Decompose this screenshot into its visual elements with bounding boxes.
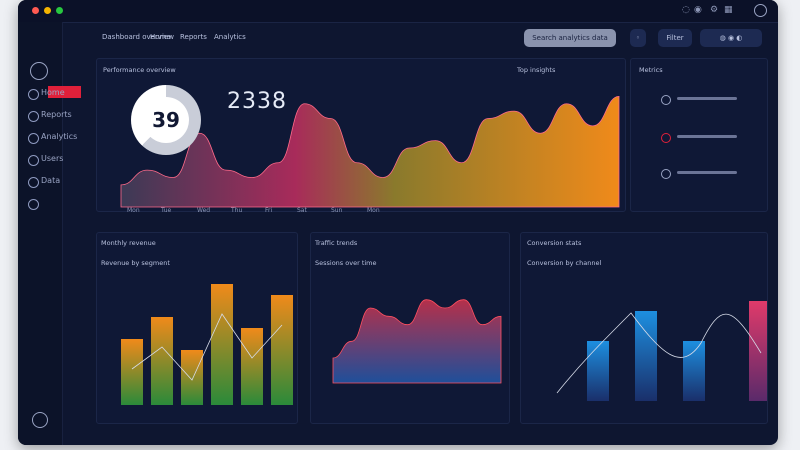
kpi-big-number: 2338 (227, 89, 287, 114)
sidebar-item-users[interactable]: Users (28, 154, 63, 168)
main-chart-panel: Performance overview Top insights 39 233… (96, 58, 626, 214)
close-window-button[interactable] (32, 7, 39, 14)
metric-bar (677, 135, 737, 138)
bar-3 (211, 284, 233, 405)
metric-icon (661, 169, 671, 179)
bar-trend-line (131, 313, 283, 381)
title-bar: ◌ ◉ ⚙ ▦ (18, 0, 778, 23)
settings-icon[interactable]: ⚙ (710, 5, 719, 15)
x-tick-1: Tue (161, 207, 172, 214)
x-tick-2: Wed (197, 207, 211, 214)
combo-chart (556, 301, 767, 401)
page-title: Dashboard overview (102, 33, 174, 41)
tab-analytics[interactable]: Analytics (214, 33, 246, 41)
sidebar-item-home[interactable]: Home (28, 88, 65, 102)
help-icon[interactable] (32, 412, 48, 428)
x-tick-0: Mon (127, 207, 140, 214)
settings-sidebar-icon (28, 199, 39, 210)
combo-panel-subtitle: Conversion by channel (527, 259, 602, 267)
bar-5 (271, 295, 293, 405)
sidebar-item-reports[interactable]: Reports (28, 110, 72, 124)
grid-icon[interactable]: ▦ (724, 5, 733, 15)
metrics-panel: Metrics (630, 58, 768, 212)
bar-1 (151, 317, 173, 405)
data-icon (28, 177, 39, 188)
main-panel-right-title: Top insights (517, 66, 556, 74)
area-panel-title: Traffic trends (315, 239, 358, 247)
bar-chart (121, 284, 293, 405)
metrics-panel-title: Metrics (639, 66, 663, 74)
tab-reports[interactable]: Reports (180, 33, 207, 41)
sidebar-item-settings[interactable] (28, 198, 52, 212)
maximize-window-button[interactable] (56, 7, 63, 14)
metric-bar (677, 171, 737, 174)
filter-button[interactable]: Filter (658, 29, 692, 47)
donut-value: 39 (143, 97, 189, 143)
notifications-icon[interactable]: ◉ (694, 5, 702, 15)
combo-panel-title: Conversion stats (527, 239, 582, 247)
sidebar-item-data[interactable]: Data (28, 176, 60, 190)
area-panel-subtitle: Sessions over time (315, 259, 377, 267)
x-tick-6: Sun (331, 207, 343, 214)
logo-icon[interactable] (30, 62, 48, 80)
profile-icon[interactable] (754, 4, 767, 17)
x-tick-5: Sat (297, 207, 307, 214)
analytics-icon (28, 133, 39, 144)
sidebar-item-analytics[interactable]: Analytics (28, 132, 77, 146)
reports-icon (28, 111, 39, 122)
bar-4 (241, 328, 263, 405)
main-area-series (120, 95, 620, 208)
combo-chart-panel: Conversion stats Conversion by channel (520, 232, 768, 424)
bar-0 (121, 339, 143, 405)
metric-bar (677, 97, 737, 100)
user-icon[interactable]: ◌ (682, 5, 690, 15)
x-tick-7: Mon (367, 207, 380, 214)
app-window: ◌ ◉ ⚙ ▦ Home Reports Analytics Users Dat… (18, 0, 778, 445)
main-area-chart (120, 95, 620, 208)
view-toggle[interactable]: ◍ ◉ ◐ (700, 29, 762, 47)
combo-trend-line (556, 312, 762, 394)
x-tick-3: Thu (231, 207, 243, 214)
main-panel-title: Performance overview (103, 66, 176, 74)
traffic-area-series (332, 299, 502, 384)
combo-bar-0 (587, 341, 609, 401)
search-button[interactable]: Search analytics data (524, 29, 616, 47)
traffic-area-chart (332, 299, 502, 384)
combo-bar-1 (635, 311, 657, 401)
home-icon (28, 89, 39, 100)
bar-2 (181, 350, 203, 405)
sidebar: Home Reports Analytics Users Data (18, 22, 81, 445)
donut-gauge: 39 (131, 85, 201, 155)
bar-chart-panel: Monthly revenue Revenue by segment (96, 232, 298, 424)
minimize-window-button[interactable] (44, 7, 51, 14)
x-tick-4: Fri (265, 207, 273, 214)
combo-bar-2 (683, 341, 705, 401)
tab-home[interactable]: Home (150, 33, 171, 41)
bar-panel-subtitle: Revenue by segment (101, 259, 170, 267)
metric-icon (661, 95, 671, 105)
metric-icon (661, 133, 671, 143)
filter-icon[interactable]: ◦ (630, 29, 646, 47)
combo-bar-3 (749, 301, 767, 401)
area-chart-panel: Traffic trends Sessions over time (310, 232, 510, 424)
sidebar-active-indicator (48, 86, 81, 98)
bar-panel-title: Monthly revenue (101, 239, 156, 247)
users-icon (28, 155, 39, 166)
